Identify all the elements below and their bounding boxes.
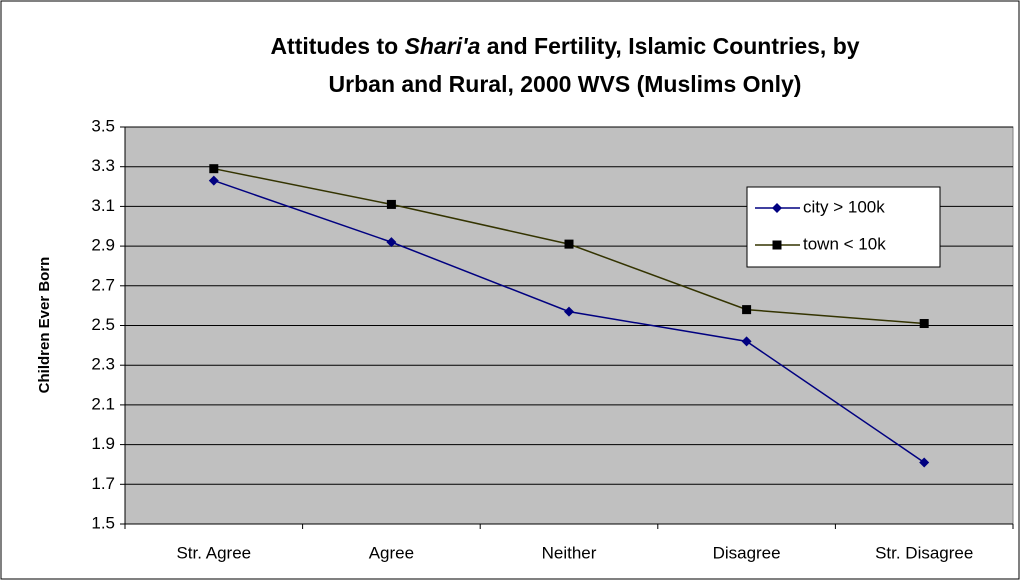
chart-title: Attitudes to Shari'a and Fertility, Isla…: [270, 33, 859, 59]
y-tick-label: 3.3: [91, 156, 115, 175]
y-tick-label: 1.5: [91, 513, 115, 532]
legend: [746, 186, 941, 268]
title-part: Attitudes to: [270, 33, 404, 59]
x-tick-label: Str. Agree: [176, 543, 251, 562]
data-point: [386, 199, 396, 209]
chart-title: Urban and Rural, 2000 WVS (Muslims Only): [329, 71, 802, 97]
y-axis-title: Children Ever Born: [36, 257, 53, 394]
y-tick-label: 2.3: [91, 355, 115, 374]
legend-label: town < 10k: [803, 234, 886, 253]
legend-marker: [772, 203, 782, 213]
y-tick-label: 2.1: [91, 394, 115, 413]
x-tick-label: Str. Disagree: [875, 543, 973, 562]
data-point: [564, 239, 574, 249]
data-point: [208, 175, 219, 186]
data-point: [564, 306, 574, 317]
legend-marker: [772, 240, 782, 250]
y-tick-label: 1.9: [91, 434, 115, 453]
y-tick-label: 3.5: [91, 116, 115, 135]
data-point: [919, 319, 929, 329]
title-part: Shari'a: [405, 33, 481, 59]
title-part: Urban and Rural, 2000 WVS (Muslims Only): [329, 71, 802, 97]
x-tick-label: Neither: [542, 543, 597, 562]
y-tick-label: 2.5: [91, 315, 115, 334]
legend-label: city > 100k: [803, 197, 885, 216]
y-tick-label: 2.9: [91, 236, 115, 255]
y-tick-label: 3.1: [91, 196, 115, 215]
data-point: [741, 336, 752, 347]
data-point: [386, 237, 397, 248]
data-point: [919, 457, 930, 468]
data-point: [209, 164, 219, 174]
y-tick-label: 2.7: [91, 275, 115, 294]
x-tick-label: Disagree: [713, 543, 781, 562]
y-tick-label: 1.7: [91, 474, 115, 493]
data-point: [742, 305, 752, 315]
title-part: and Fertility, Islamic Countries, by: [480, 33, 859, 59]
x-tick-label: Agree: [369, 543, 414, 562]
